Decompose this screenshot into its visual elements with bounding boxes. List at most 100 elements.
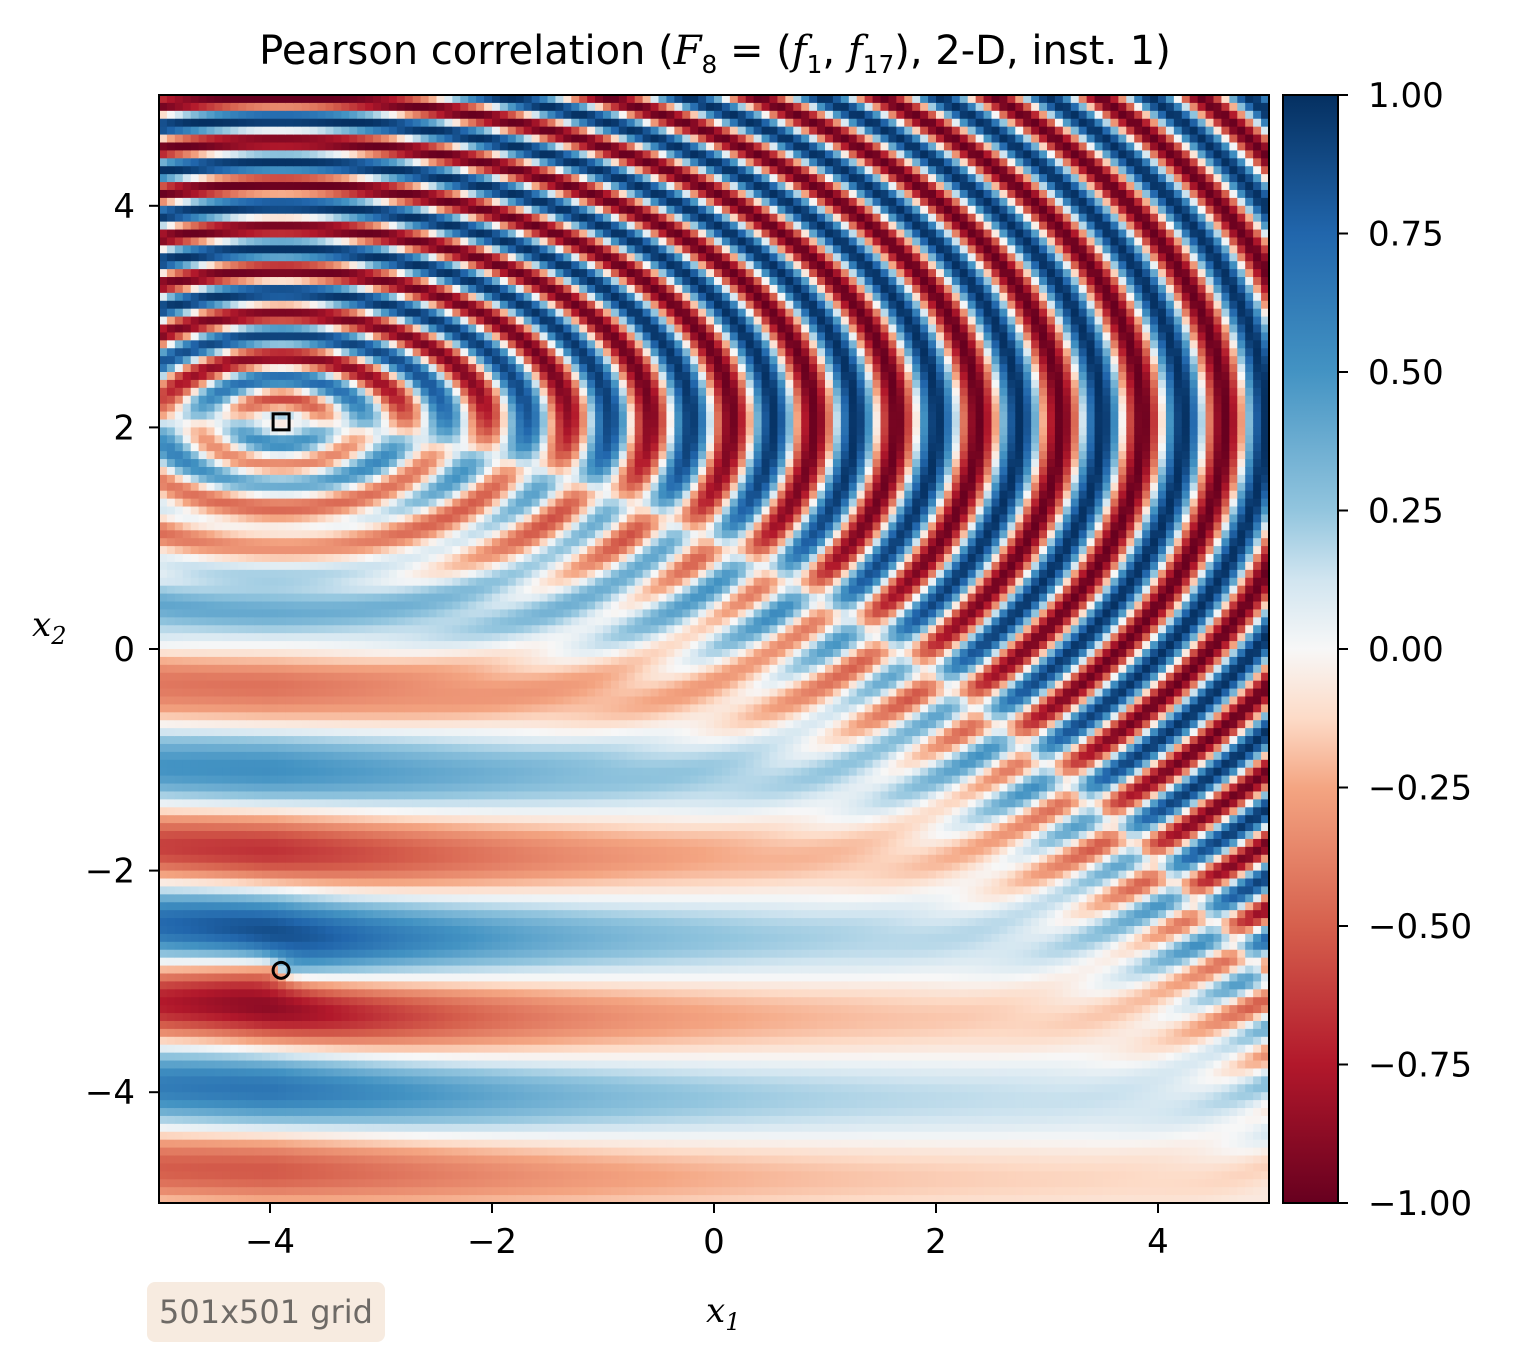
heatmap-cell [222, 474, 231, 484]
heatmap-cell [222, 419, 231, 428]
heatmap-cell [341, 554, 350, 563]
heatmap-cell [412, 95, 422, 104]
heatmap-cell [381, 1092, 390, 1101]
heatmap-cell [309, 878, 319, 888]
heatmap-cell [404, 372, 414, 381]
heatmap-cell [206, 1092, 216, 1101]
heatmap-cell [182, 554, 192, 563]
heatmap-cell [412, 284, 422, 294]
heatmap-cell [277, 284, 287, 294]
heatmap-cell [230, 854, 239, 864]
heatmap-cell [254, 403, 263, 413]
heatmap-cell [349, 1108, 358, 1117]
heatmap-cell [301, 1013, 311, 1022]
heatmap-cell [293, 1195, 303, 1203]
heatmap-cell [206, 1108, 216, 1117]
heatmap-cell [262, 759, 271, 769]
heatmap-cell [190, 838, 200, 848]
heatmap-cell [214, 1171, 224, 1180]
heatmap-cell [206, 672, 216, 682]
heatmap-cell [357, 229, 366, 239]
heatmap-cell [325, 522, 335, 531]
heatmap-cell [277, 459, 287, 468]
heatmap-cell [357, 664, 366, 674]
heatmap-cell [166, 997, 176, 1006]
heatmap-cell [198, 807, 208, 816]
heatmap-cell [428, 831, 438, 840]
heatmap-cell [436, 490, 446, 500]
heatmap-cell [373, 308, 382, 318]
heatmap-cell [301, 1187, 311, 1196]
heatmap-cell [412, 862, 422, 872]
heatmap-cell [412, 324, 422, 334]
heatmap-cell [262, 316, 271, 326]
heatmap-cell [159, 166, 168, 175]
heatmap-cell [404, 949, 414, 959]
heatmap-cell [159, 427, 168, 436]
heatmap-cell [190, 490, 200, 500]
heatmap-cell [396, 870, 406, 880]
heatmap-cell [325, 332, 335, 341]
heatmap-cell [262, 1013, 271, 1022]
heatmap-cell [262, 609, 271, 618]
heatmap-cell [301, 498, 311, 508]
heatmap-cell [270, 1139, 279, 1149]
heatmap-cell [285, 387, 295, 397]
heatmap-cell [214, 862, 224, 872]
heatmap-cell [285, 672, 295, 682]
heatmap-cell [159, 308, 168, 318]
heatmap-cell [365, 1068, 374, 1077]
heatmap-cell [222, 854, 231, 864]
heatmap-cell [190, 316, 200, 326]
heatmap-cell [381, 1187, 390, 1196]
heatmap-cell [420, 712, 430, 721]
heatmap-cell [325, 316, 335, 326]
heatmap-cell [198, 142, 208, 151]
heatmap-cell [373, 1092, 382, 1101]
heatmap-cell [270, 126, 279, 136]
heatmap-cell [285, 474, 295, 484]
heatmap-cell [325, 498, 335, 508]
heatmap-cell [293, 197, 303, 207]
heatmap-cell [325, 680, 335, 690]
heatmap-cell [182, 949, 192, 959]
heatmap-cell [206, 435, 216, 444]
heatmap-cell [388, 443, 398, 452]
heatmap-cell [198, 419, 208, 428]
heatmap-cell [325, 419, 335, 428]
heatmap-cell [341, 451, 350, 460]
heatmap-cell [174, 656, 184, 666]
heatmap-cell [412, 617, 422, 626]
heatmap-cell [412, 538, 422, 547]
heatmap-cell [285, 514, 295, 523]
heatmap-cell [262, 831, 271, 840]
heatmap-cell [381, 997, 390, 1006]
heatmap-cell [174, 403, 184, 413]
heatmap-cell [254, 949, 263, 959]
heatmap-cell [182, 1036, 192, 1046]
heatmap-cell [420, 910, 430, 919]
heatmap-cell [396, 308, 406, 318]
heatmap-cell [412, 569, 422, 579]
heatmap-cell [230, 221, 239, 231]
heatmap-cell [238, 894, 247, 903]
heatmap-cell [174, 356, 184, 365]
heatmap-cell [381, 902, 390, 911]
heatmap-cell [182, 664, 192, 674]
heatmap-cell [349, 973, 358, 982]
heatmap-cell [277, 1013, 287, 1022]
heatmap-cell [301, 482, 311, 492]
heatmap-cell [365, 474, 374, 484]
heatmap-cell [388, 427, 398, 436]
heatmap-cell [214, 1076, 224, 1085]
heatmap-cell [230, 775, 239, 785]
heatmap-cell [277, 245, 287, 254]
heatmap-cell [222, 720, 231, 729]
heatmap-cell [381, 95, 390, 104]
heatmap-cell [333, 997, 342, 1006]
heatmap-cell [277, 498, 287, 508]
heatmap-cell [365, 926, 374, 935]
heatmap-cell [317, 95, 327, 104]
heatmap-cell [412, 443, 422, 452]
heatmap-cell [357, 182, 366, 191]
